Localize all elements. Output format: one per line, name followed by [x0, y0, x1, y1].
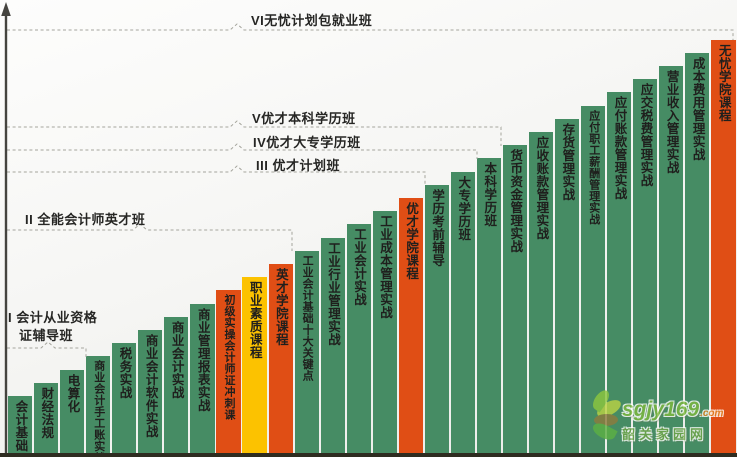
course-bar-label: 工业会计基础十大关键点 — [301, 254, 314, 382]
course-bar: 工业会计实战 — [346, 224, 371, 457]
chart-baseline-strip — [0, 453, 737, 457]
course-bar: 商业会计手工账实战 — [86, 356, 111, 457]
course-bar: 商业会计软件实战 — [138, 330, 163, 457]
course-bar: 优才学院课程 — [398, 198, 423, 457]
course-bar: 工业行业管理实战 — [320, 237, 345, 457]
watermark-caption: 韶关家园网 — [622, 427, 708, 442]
course-bar: 成本费用管理实战 — [685, 52, 710, 457]
course-bar: 会计基础 — [8, 396, 33, 457]
course-bar-label: 税务实战 — [117, 347, 132, 400]
course-bar-label: 学历考前辅导 — [430, 188, 445, 267]
course-bar-label: 应收账款管理实战 — [534, 136, 549, 240]
course-bar-label: 商业会计软件实战 — [143, 334, 158, 438]
course-bar-label: 商业会计手工账实战 — [92, 360, 105, 457]
watermark-tld: .com — [700, 408, 724, 419]
course-bar: 学历考前辅导 — [424, 184, 449, 457]
course-bar-label: 应付账款管理实战 — [612, 96, 627, 201]
course-bar: 英才学院课程 — [268, 264, 293, 457]
course-bar-label: 会计基础 — [13, 400, 28, 452]
level-line-II — [7, 223, 293, 251]
course-bar-label: 工业会计实战 — [351, 228, 366, 307]
level-line-III — [7, 165, 426, 185]
course-bar: 工业会计基础十大关键点 — [294, 250, 319, 457]
course-bar-label: 成本费用管理实战 — [690, 56, 705, 161]
course-bar-label: 优才学院课程 — [404, 202, 419, 280]
course-bar: 本科学历班 — [476, 158, 502, 457]
course-bar-label: 营业收入管理实战 — [664, 70, 679, 174]
course-bar-label: 商业会计实战 — [169, 320, 184, 399]
level-line-IV — [7, 143, 478, 159]
course-bar-label: 本科学历班 — [482, 162, 497, 228]
course-bar: 财经法规 — [34, 382, 59, 457]
course-bar: 职业素质课程 — [242, 277, 267, 457]
watermark-text: sgjy169.com 韶关家园网 — [622, 398, 734, 443]
course-bar: 初级实操会计师证冲刺课 — [216, 290, 241, 457]
watermark-site-name: sgjy169 — [622, 398, 700, 421]
level-line-I — [7, 341, 87, 357]
course-bar: 商业管理报表实战 — [190, 303, 215, 457]
course-bar-label: 货币资金管理实战 — [508, 149, 523, 254]
course-bar-label: 工业行业管理实战 — [325, 241, 340, 346]
course-bar: 大专学历班 — [450, 171, 476, 457]
course-bar: 应交税费管理实战 — [633, 79, 658, 457]
course-bar-label: 英才学院课程 — [273, 268, 288, 346]
course-bar: 存货管理实战 — [555, 118, 580, 457]
course-bar: 无忧学院课程 — [711, 39, 736, 457]
course-bar-label: 商业管理报表实战 — [195, 307, 210, 412]
course-bar-label: 财经法规 — [39, 386, 54, 439]
watermark: sgjy169.com 韶关家园网 — [588, 387, 737, 455]
y-axis-arrow-icon — [1, 2, 11, 16]
course-bar-label: 大专学历班 — [456, 175, 471, 241]
course-bar: 应收账款管理实战 — [529, 132, 554, 457]
level-line-V — [7, 120, 502, 146]
course-bar-label: 电算化 — [65, 373, 80, 413]
course-bar: 应付账款管理实战 — [607, 92, 632, 457]
course-bar: 工业成本管理实战 — [372, 211, 397, 457]
course-bar-label: 应付职工薪酬管理实战 — [587, 109, 600, 225]
course-bar: 商业会计实战 — [164, 316, 189, 457]
course-bar-label: 无忧学院课程 — [716, 43, 731, 122]
course-bar-label: 应交税费管理实战 — [638, 83, 653, 188]
course-bar-label: 工业成本管理实战 — [378, 215, 393, 320]
course-bar-label: 初级实操会计师证冲刺课 — [222, 294, 235, 421]
course-bar: 营业收入管理实战 — [659, 66, 684, 457]
course-bar: 税务实战 — [112, 343, 137, 457]
course-bar: 电算化 — [60, 369, 85, 457]
level-line-VI — [7, 23, 734, 40]
course-bar: 货币资金管理实战 — [502, 145, 528, 457]
course-bar-label: 职业素质课程 — [247, 281, 262, 360]
course-bar-label: 存货管理实战 — [560, 122, 575, 201]
